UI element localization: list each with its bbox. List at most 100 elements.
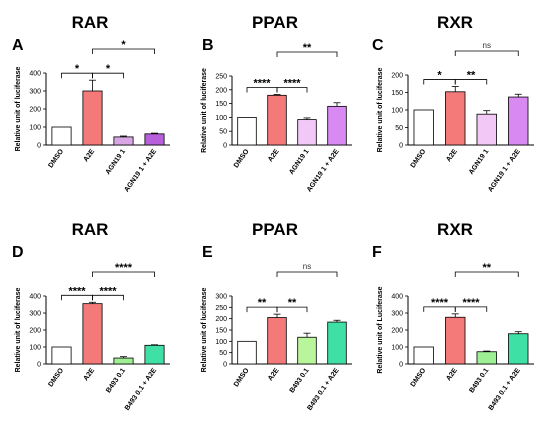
y-tick-label: 300: [215, 294, 227, 301]
x-tick-label: B493 0.1 + A2E: [488, 367, 522, 412]
x-tick-label: A2E: [267, 148, 281, 163]
y-tick-label: 150: [215, 101, 227, 108]
y-tick-label: 100: [391, 345, 403, 352]
significance-bracket: [276, 87, 308, 93]
y-axis-label: Relative unit of Luciferase: [377, 286, 384, 373]
y-tick-label: 200: [391, 73, 403, 80]
x-tick-label: B493 0.1: [289, 367, 311, 394]
significance-label: **: [467, 70, 476, 82]
bar: [113, 357, 134, 365]
x-tick-label: B493 0.1: [105, 367, 127, 394]
x-tick-label: AGN19 1 + A2E: [306, 148, 341, 194]
significance-label: ****: [115, 262, 133, 274]
bar: [82, 303, 103, 365]
y-tick-label: 0: [399, 143, 403, 150]
y-tick-label: 50: [219, 129, 227, 136]
y-tick-label: 100: [215, 115, 227, 122]
significance-label: ns: [483, 41, 491, 50]
y-tick-label: 200: [29, 328, 41, 335]
significance-label: **: [303, 42, 312, 54]
bar: [297, 336, 317, 365]
x-tick-label: A2E: [83, 148, 97, 163]
significance-bracket: [276, 306, 308, 313]
y-tick-label: 50: [219, 350, 227, 357]
bar: [327, 105, 347, 146]
bar: [476, 113, 497, 146]
panel-D: RAR D 0 100 200 300 400 Relative unit of lucife…: [12, 220, 170, 412]
x-tick-label: DMSO: [410, 148, 428, 170]
x-tick-label: B493 0.1 + A2E: [306, 367, 340, 412]
x-tick-label: DMSO: [233, 148, 251, 170]
y-tick-label: 300: [29, 89, 41, 96]
x-tick-label: A2E: [83, 367, 97, 382]
significance-label: ****: [99, 285, 117, 297]
x-tick-label: AGN19 1: [288, 148, 311, 176]
significance-bracket: [92, 271, 155, 277]
panel-title: PPAR: [252, 220, 298, 239]
y-tick-label: 100: [215, 339, 227, 346]
bar: [113, 136, 134, 146]
significance-bracket: [92, 48, 155, 54]
y-tick-label: 400: [391, 294, 403, 301]
bar: [327, 321, 347, 365]
bar: [267, 94, 287, 146]
panel-B: PPAR B 0 50 100 150 200 250 Relative unit of luc…: [201, 13, 352, 194]
x-tick-label: A2E: [445, 367, 459, 382]
bar: [413, 346, 434, 365]
bar: [144, 344, 165, 365]
bar: [237, 340, 257, 365]
significance-label: **: [258, 297, 267, 309]
panel-title: PPAR: [252, 13, 298, 32]
y-tick-label: 400: [29, 71, 41, 78]
significance-label: *: [106, 63, 111, 75]
y-tick-label: 100: [29, 345, 41, 352]
x-tick-label: AGN19 1: [105, 148, 128, 176]
significance-label: **: [288, 297, 297, 309]
y-tick-label: 200: [391, 328, 403, 335]
x-tick-label: A2E: [267, 367, 281, 382]
x-tick-label: A2E: [445, 148, 459, 163]
y-tick-label: 300: [391, 311, 403, 318]
y-tick-label: 300: [29, 311, 41, 318]
significance-label: **: [482, 262, 491, 274]
bar: [413, 109, 434, 146]
significance-bracket: [454, 79, 488, 85]
x-tick-label: B493 0.1: [468, 367, 490, 394]
panel-letter: A: [12, 37, 24, 54]
y-tick-label: 200: [215, 316, 227, 323]
x-tick-label: DMSO: [47, 148, 65, 170]
y-tick-label: 0: [37, 362, 41, 369]
y-tick-label: 200: [29, 107, 41, 114]
bar: [51, 346, 72, 365]
significance-label: *: [75, 63, 80, 75]
significance-label: *: [437, 70, 442, 82]
significance-bracket: [276, 271, 338, 277]
y-tick-label: 0: [223, 362, 227, 369]
y-tick-label: 150: [215, 328, 227, 335]
bar: [476, 351, 497, 365]
significance-label: ****: [253, 77, 271, 89]
x-tick-label: AGN19 1 + A2E: [487, 148, 522, 194]
bar: [51, 126, 72, 146]
significance-bracket: [92, 294, 124, 301]
significance-bracket: [276, 51, 338, 57]
panel-A: RAR A 0 100 200 300 400 Relative unit of lucife…: [12, 13, 170, 194]
x-tick-label: AGN19 1 + A2E: [123, 148, 158, 194]
panel-title: RAR: [72, 13, 109, 32]
panel-letter: C: [372, 37, 384, 54]
panel-letter: E: [202, 244, 213, 261]
x-tick-label: B493 0.1 + A2E: [124, 367, 158, 412]
y-axis-label: Relative unit of luciferase: [201, 287, 208, 372]
panel-C: RXR C 0 50 100 150 200 Relative unit of lucifer…: [372, 13, 534, 194]
x-tick-label: DMSO: [47, 367, 65, 389]
y-axis-label: Relative unit of luciferase: [201, 68, 208, 153]
significance-bracket: [454, 306, 488, 312]
bar: [508, 333, 529, 365]
panel-title: RAR: [72, 220, 109, 239]
bar: [445, 316, 466, 365]
significance-label: ns: [303, 262, 311, 271]
y-axis-label: Relative unit of luciferase: [377, 67, 384, 152]
bar: [82, 90, 103, 146]
